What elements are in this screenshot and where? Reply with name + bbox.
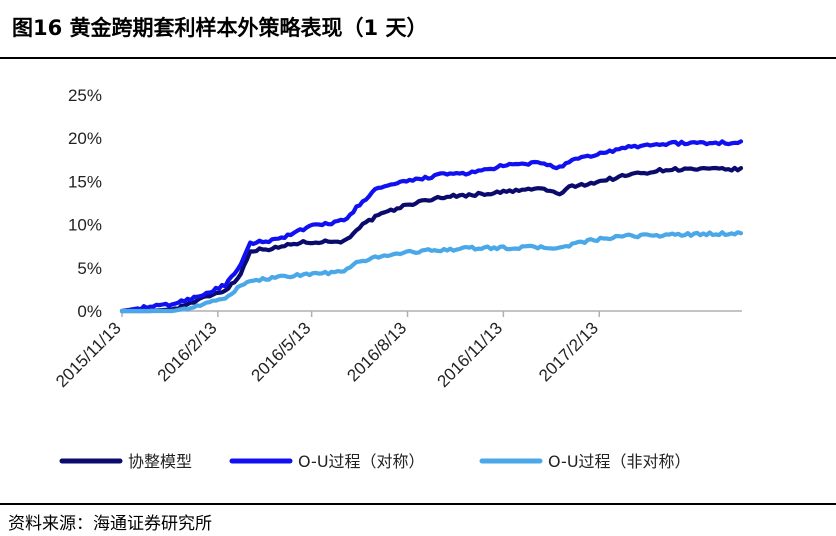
x-tick-label: 2016/8/13: [343, 318, 410, 385]
y-tick-label: 5%: [77, 259, 102, 278]
series-line: [119, 230, 744, 314]
x-tick-label: 2015/11/13: [52, 318, 125, 391]
y-tick-label: 10%: [68, 216, 102, 235]
legend-label: 协整模型: [128, 452, 192, 471]
x-tick-label: 2016/11/13: [433, 318, 506, 391]
figure-title: 图16 黄金跨期套利样本外策略表现（1 天）: [12, 16, 428, 40]
figure-header: 图16 黄金跨期套利样本外策略表现（1 天）: [0, 0, 836, 59]
line-chart: 0% 5% 10% 15% 20% 25% 2015/11/13 2016/2/13 2016/…: [52, 86, 744, 471]
x-tick-label: 2017/2/13: [535, 318, 602, 385]
y-tick-label: 15%: [68, 172, 102, 191]
legend-label: O-U过程（对称）: [298, 452, 425, 471]
series-line: [119, 139, 744, 314]
source-note: 资料来源：海通证券研究所: [8, 514, 212, 534]
x-tick-label: 2016/5/13: [248, 318, 315, 385]
y-tick-label: 0%: [77, 302, 102, 321]
legend-label: O-U过程（非对称）: [548, 452, 691, 471]
series-line: [119, 165, 744, 314]
source-divider: [0, 503, 836, 505]
y-tick-label: 25%: [68, 86, 102, 105]
title-divider: [0, 57, 836, 59]
y-tick-label: 20%: [68, 129, 102, 148]
x-tick-label: 2016/2/13: [154, 318, 221, 385]
